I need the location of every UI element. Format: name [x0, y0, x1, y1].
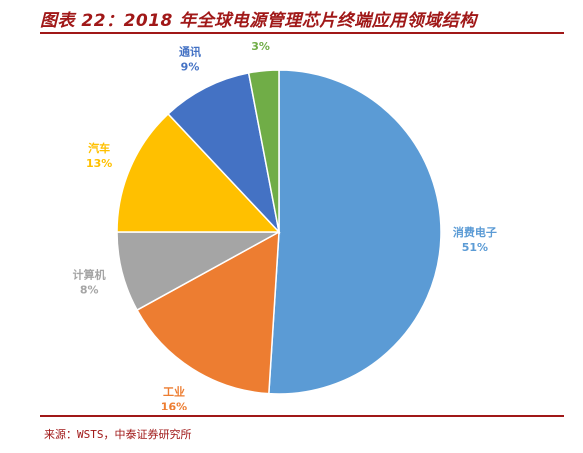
chart-title: 图表 22：2018 年全球电源管理芯片终端应用领域结构 — [40, 11, 477, 31]
slice-label-value-1: 16% — [161, 400, 187, 410]
pie-slice-4 — [167, 71, 281, 235]
slice-label-name-2: 计算机 — [73, 268, 106, 282]
slice-label-value-0: 51% — [462, 241, 488, 254]
source-note: 来源：WSTS，中泰证券研究所 — [44, 428, 192, 441]
slice-label-value-3: 13% — [86, 157, 112, 170]
pie-slice-3 — [116, 112, 281, 233]
pie-slice-5 — [247, 69, 280, 233]
slice-label-value-2: 8% — [80, 284, 99, 297]
slice-label-name-1: 工业 — [163, 384, 185, 398]
slice-label-value-5: 3% — [251, 40, 270, 53]
slice-label-name-4: 通讯 — [179, 45, 201, 58]
source-divider — [40, 415, 564, 417]
slice-label-name-0: 消费电子 — [453, 225, 497, 239]
title-divider — [40, 32, 564, 34]
slice-label-name-3: 汽车 — [88, 141, 110, 155]
pie-slice-0 — [268, 69, 442, 395]
slice-label-value-4: 9% — [181, 60, 200, 73]
pie-slice-1 — [136, 230, 280, 395]
